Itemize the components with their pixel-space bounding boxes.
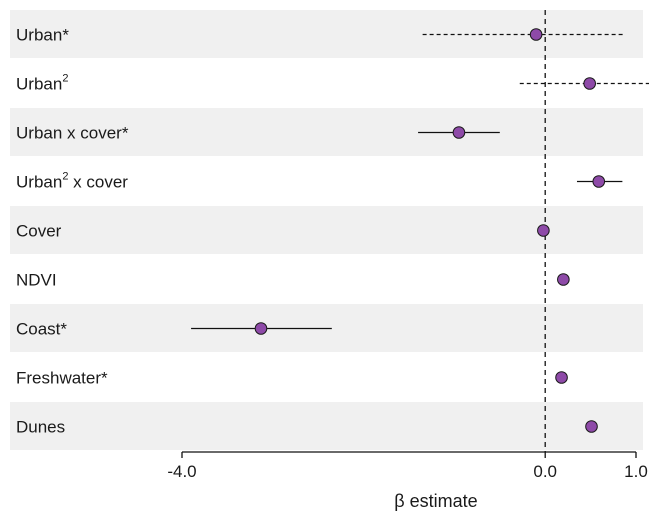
row-label-ndvi: NDVI	[16, 271, 57, 290]
row-band-urban	[10, 10, 643, 58]
row-label-urban2-x-cover: Urban2 x cover	[16, 171, 128, 192]
estimate-point-urban	[529, 28, 543, 41]
x-axis-title: β estimate	[394, 491, 477, 511]
estimate-point-dunes	[585, 420, 598, 433]
row-band-dunes	[10, 402, 643, 450]
row-label-urban-x-cover: Urban x cover*	[16, 124, 129, 143]
row-label-coast: Coast*	[16, 320, 67, 339]
estimate-point-urban2	[583, 77, 596, 90]
x-tick-label: -4.0	[167, 462, 196, 481]
row-label-cover: Cover	[16, 222, 62, 241]
row-bands	[10, 10, 643, 450]
x-tick-label: 0.0	[533, 462, 557, 481]
row-labels: Urban* Urban2 Urban x cover* Urban2 x cover…	[16, 26, 129, 437]
row-label-urban: Urban*	[16, 26, 69, 45]
row-band-urban-x-cover	[10, 108, 643, 156]
estimate-point-freshwater	[555, 371, 568, 384]
x-axis: -4.0 0.0 1.0	[167, 451, 648, 481]
estimate-marks	[191, 28, 649, 433]
row-label-freshwater: Freshwater*	[16, 369, 108, 388]
estimate-point-ndvi	[557, 273, 570, 286]
estimate-point-urban2-x-cover	[592, 175, 606, 188]
row-label-dunes: Dunes	[16, 418, 65, 437]
estimate-point-urban-x-cover	[452, 126, 466, 139]
estimate-point-cover	[537, 224, 550, 237]
estimate-point-coast	[254, 322, 268, 335]
x-tick-label: 1.0	[624, 462, 648, 481]
row-label-urban2: Urban2	[16, 73, 68, 94]
